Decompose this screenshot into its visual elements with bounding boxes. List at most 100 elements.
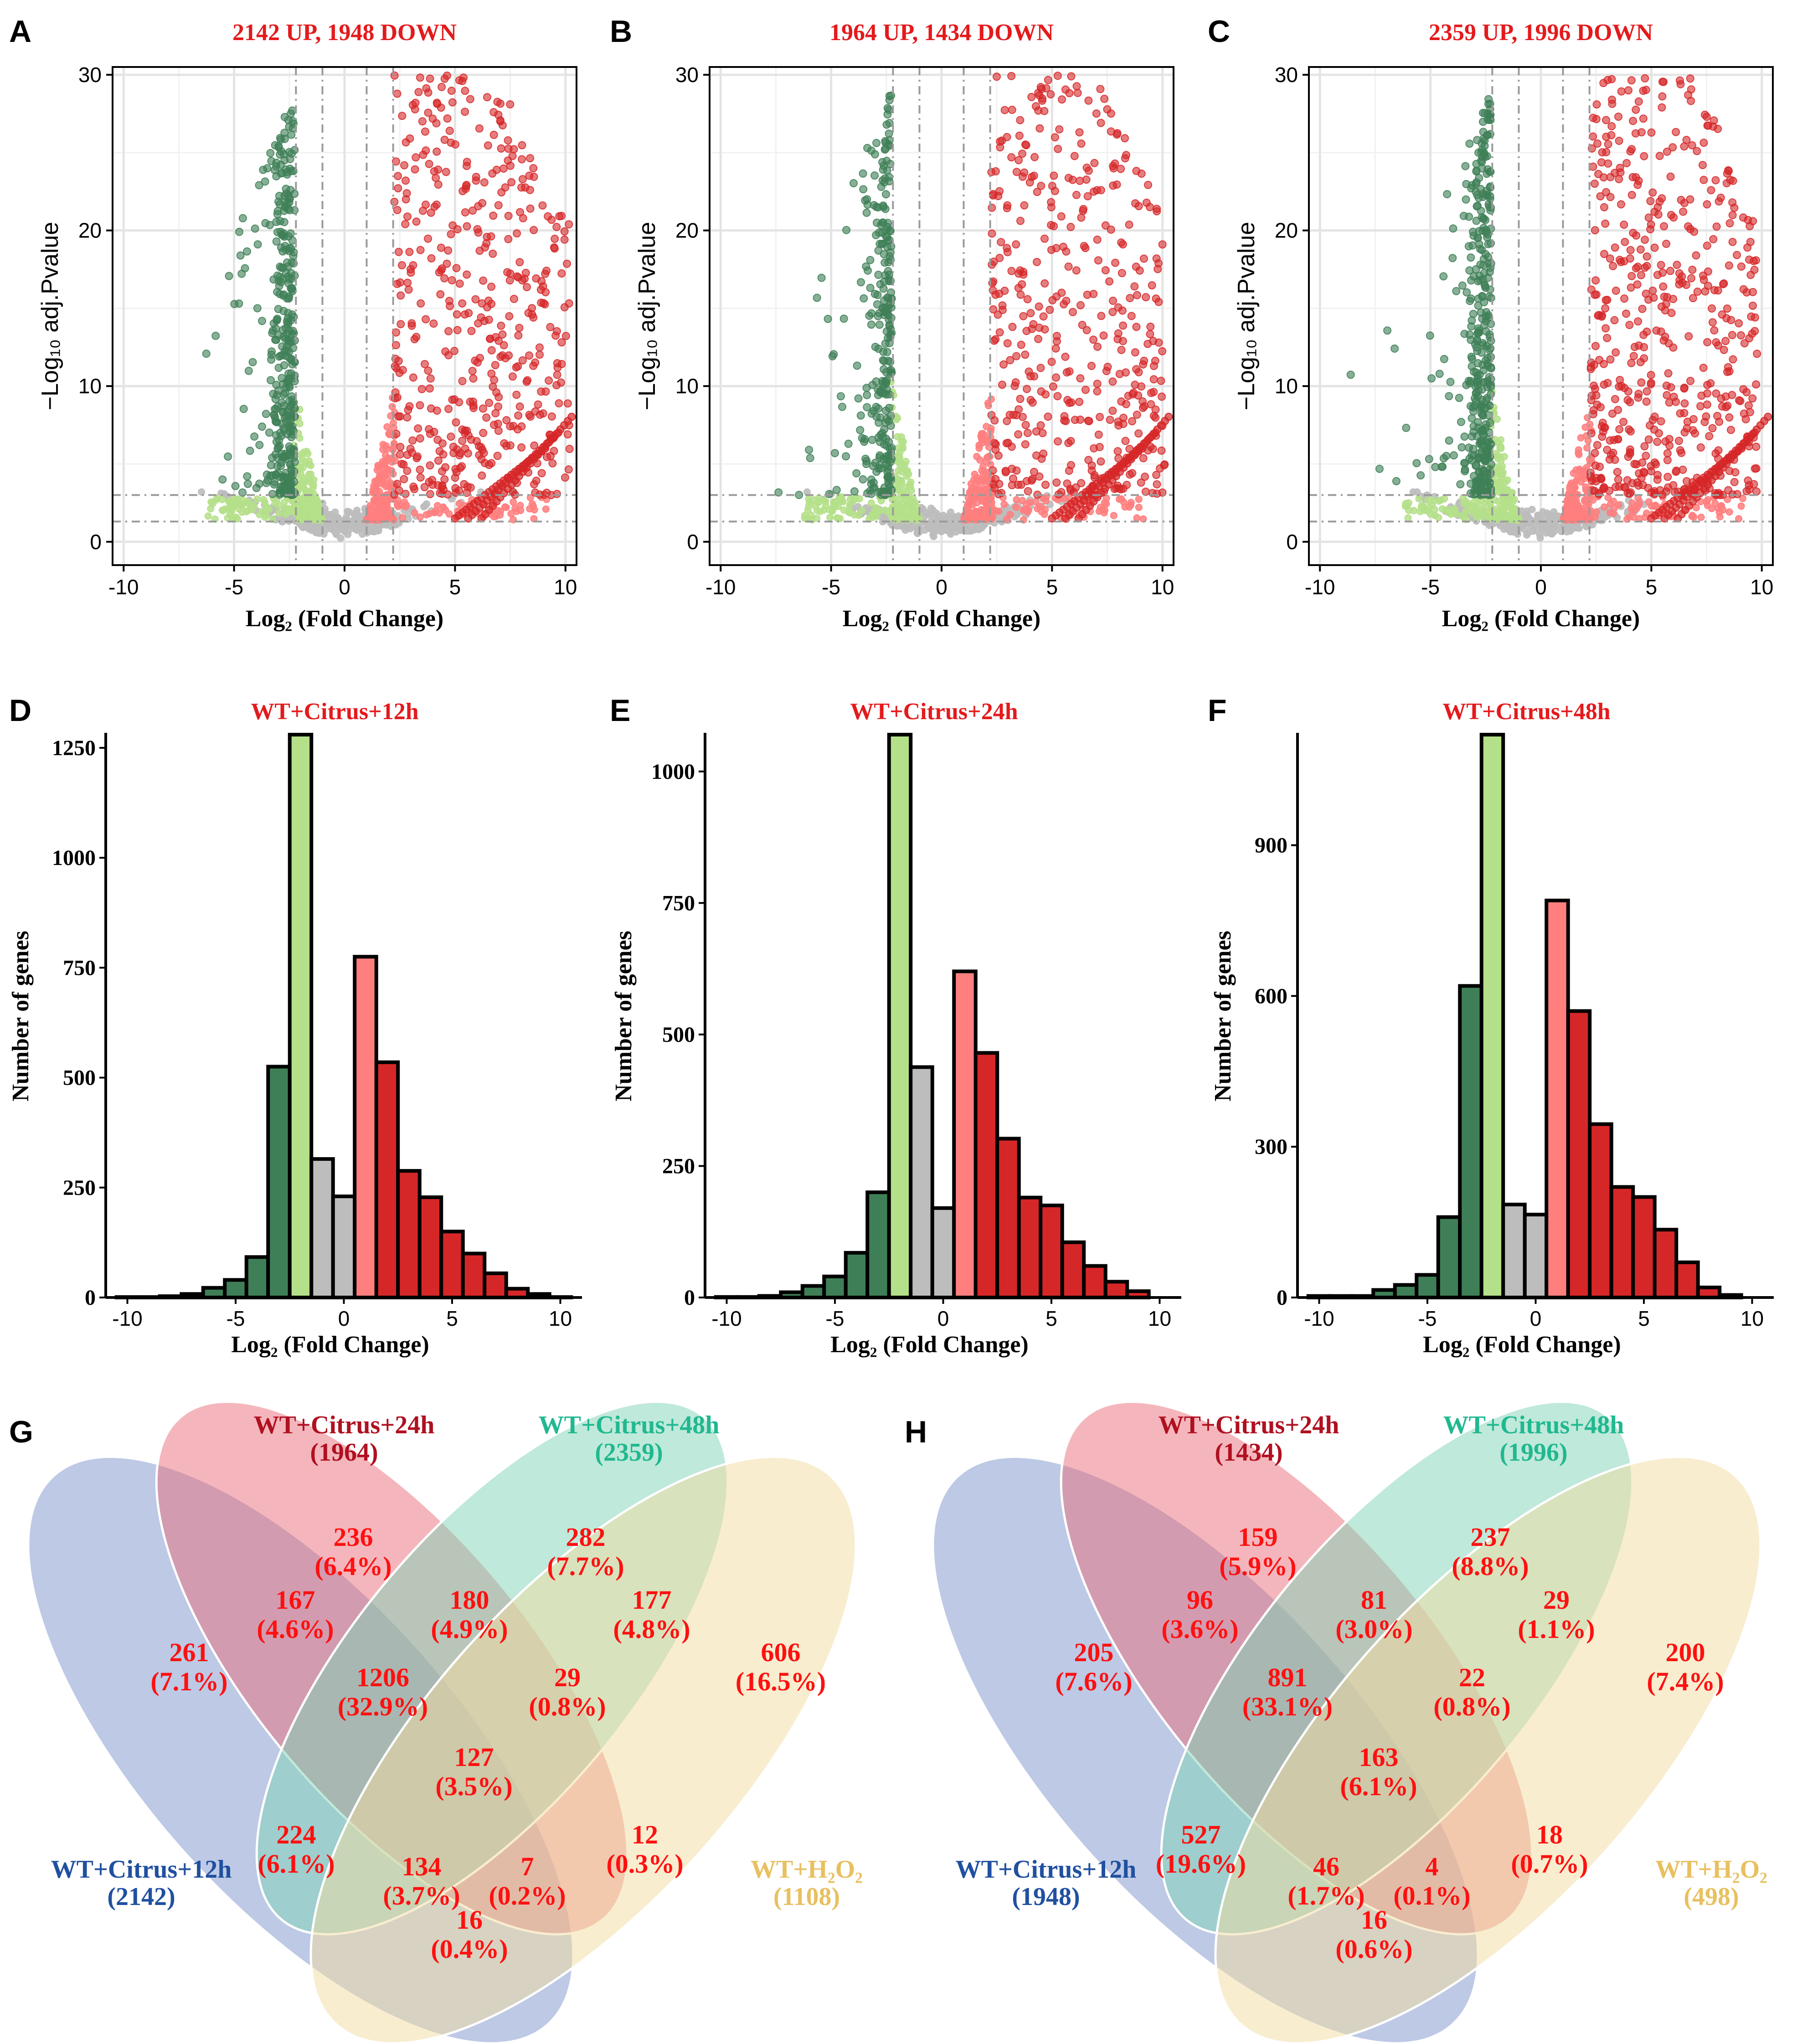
point-up-sig — [1154, 338, 1163, 347]
point-down-sig — [272, 417, 280, 426]
point-down-weak — [304, 499, 312, 506]
point-up-sig — [1142, 293, 1150, 302]
point-up-sig — [417, 385, 426, 393]
point-up-weak — [1098, 506, 1106, 514]
point-up-sig — [514, 331, 523, 340]
point-up-sig — [430, 167, 438, 175]
point-up-sig — [1131, 348, 1139, 357]
point-up-sig — [1746, 237, 1755, 246]
point-down-sig — [258, 317, 266, 325]
point-up-sig — [499, 341, 508, 350]
point-down-weak — [876, 507, 884, 515]
point-up-sig — [395, 486, 403, 495]
point-up-sig — [1040, 234, 1049, 243]
point-down-sig — [285, 244, 293, 252]
point-down-sig — [1438, 463, 1447, 471]
point-down-sig — [869, 462, 877, 470]
point-down-sig — [1426, 331, 1434, 340]
point-down-sig — [805, 446, 814, 454]
point-up-sig — [463, 162, 471, 170]
x-tick-label: -10 — [1305, 575, 1335, 599]
point-up-sig — [1661, 306, 1669, 314]
point-up-sig — [1022, 141, 1030, 149]
point-up-sig — [1020, 168, 1029, 177]
point-down-sig — [236, 251, 245, 260]
point-up-weak — [1120, 499, 1128, 506]
point-up-sig — [429, 319, 438, 328]
point-up-sig — [528, 304, 536, 313]
panel-title: 1964 UP, 1434 DOWN — [829, 20, 1054, 46]
point-up-sig — [1607, 122, 1616, 130]
point-down-sig — [1472, 216, 1481, 225]
point-up-sig — [1081, 386, 1090, 394]
point-up-sig — [1133, 291, 1141, 299]
point-up-sig — [994, 451, 1003, 460]
point-down-weak — [911, 499, 919, 506]
point-up-sig — [442, 168, 450, 176]
point-up-sig — [535, 350, 544, 359]
point-ns — [1541, 523, 1549, 531]
point-up-sig — [480, 178, 489, 187]
point-up-sig — [413, 452, 422, 461]
point-up-sig — [1669, 295, 1678, 303]
point-up-sig — [1072, 190, 1081, 199]
point-down-sig — [1445, 436, 1453, 445]
point-up-sig — [1748, 394, 1757, 403]
point-up-sig — [991, 475, 1000, 484]
point-down-sig — [813, 293, 821, 302]
point-up-sig — [523, 376, 532, 385]
point-up-sig — [1058, 95, 1066, 104]
y-tick-label: 0 — [90, 530, 102, 554]
point-up-sig — [504, 211, 513, 220]
point-up-sig — [1041, 390, 1050, 399]
point-up-sig — [1602, 133, 1611, 141]
point-up-sig — [1728, 211, 1737, 219]
point-up-sig — [425, 160, 433, 168]
point-down-weak — [867, 499, 875, 507]
point-up-sig — [1020, 201, 1029, 210]
point-up-sig — [1599, 427, 1607, 436]
point-down-sig — [283, 452, 291, 460]
point-down-sig — [238, 488, 247, 497]
point-down-sig — [224, 452, 232, 461]
point-up-sig — [1041, 480, 1050, 489]
point-up-sig — [1721, 337, 1730, 345]
point-down-sig — [261, 219, 270, 227]
point-down-sig — [1467, 335, 1475, 344]
point-up-sig — [419, 150, 427, 159]
x-tick-label: 10 — [1750, 575, 1773, 599]
y-tick-label: 0 — [85, 1286, 96, 1310]
point-up-sig — [1121, 134, 1129, 143]
point-up-weak — [969, 496, 977, 504]
point-down-sig — [1482, 186, 1491, 195]
point-up-sig — [563, 399, 572, 408]
point-up-sig — [1643, 327, 1651, 336]
point-up-sig — [398, 112, 407, 120]
point-down-sig — [1478, 145, 1487, 154]
point-up-sig — [1114, 421, 1123, 430]
point-up-sig — [477, 443, 485, 452]
point-down-sig — [1467, 414, 1476, 422]
point-up-sig — [532, 274, 541, 283]
point-up-sig — [1103, 363, 1112, 371]
point-down-sig — [1482, 228, 1490, 237]
point-up-weak — [501, 503, 509, 511]
point-down-sig — [884, 267, 892, 275]
point-up-sig — [406, 444, 415, 453]
point-up-sig — [426, 74, 434, 83]
point-down-sig — [268, 453, 277, 462]
point-down-sig — [1470, 367, 1478, 376]
point-up-sig — [1082, 164, 1091, 172]
point-down-sig — [883, 104, 892, 113]
point-up-sig — [1629, 352, 1638, 360]
point-down-weak — [262, 506, 270, 514]
point-up-sig — [1703, 200, 1711, 209]
bar — [244, 1255, 270, 1299]
point-down-sig — [1452, 287, 1461, 295]
point-down-sig — [287, 338, 296, 346]
panel-B: B 1964 UP, 1434 DOWN-10 -5 0 5 100102030Log₂ … — [610, 14, 1174, 632]
point-up-sig — [506, 100, 515, 108]
point-up-sig — [530, 226, 538, 234]
point-up-sig — [1602, 148, 1611, 156]
point-down-weak — [1497, 436, 1505, 444]
